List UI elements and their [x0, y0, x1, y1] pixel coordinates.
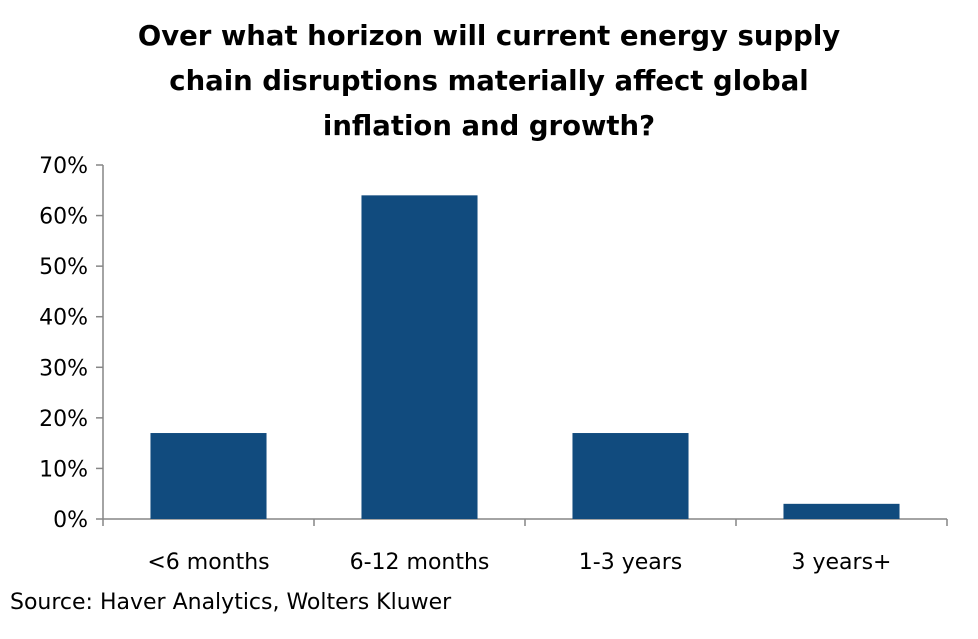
y-tick-label: 20%: [39, 407, 88, 432]
bar-3: [783, 503, 900, 519]
y-tick-label: 40%: [39, 306, 88, 331]
bar-0: [150, 433, 267, 519]
y-axis: 0% 10% 20% 30% 40% 50% 60% 70%: [39, 154, 104, 533]
source-note: Source: Haver Analytics, Wolters Kluwer: [10, 590, 452, 615]
y-tick-label: 30%: [39, 356, 88, 381]
chart-title: Over what horizon will current energy su…: [137, 20, 841, 142]
y-tick-label: 10%: [39, 457, 88, 482]
x-tick-label: 3 years+: [792, 550, 892, 575]
x-tick-label: 6-12 months: [350, 550, 490, 575]
y-tick-label: 50%: [39, 255, 88, 280]
bar-2: [572, 433, 689, 519]
y-tick-label: 60%: [39, 205, 88, 230]
x-tick-label: <6 months: [147, 550, 269, 575]
bars: [150, 195, 900, 520]
bar-1: [361, 195, 478, 520]
y-tick-label: 70%: [39, 154, 88, 179]
y-tick-label: 0%: [53, 508, 88, 533]
x-axis: <6 months 6-12 months 1-3 years 3 years+: [102, 518, 948, 575]
x-tick-label: 1-3 years: [579, 550, 682, 575]
